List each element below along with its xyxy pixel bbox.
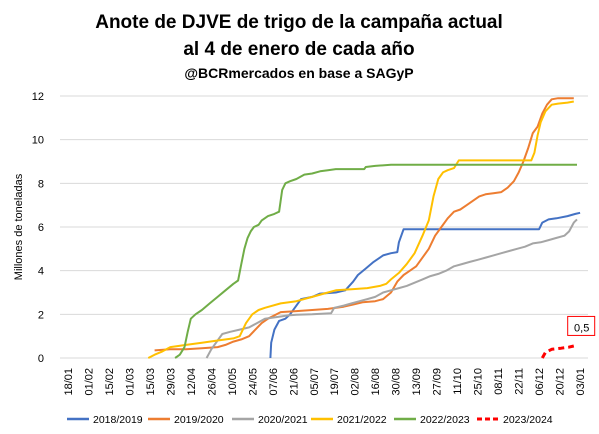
x-tick-label: 02/08 bbox=[350, 368, 362, 396]
x-tick-label: 30/08 bbox=[391, 368, 403, 396]
x-tick-label: 05/07 bbox=[309, 368, 321, 396]
x-tick-label: 07/06 bbox=[268, 368, 280, 396]
y-tick-label-6: 6 bbox=[38, 222, 44, 234]
x-tick-label: 01/03 bbox=[124, 368, 136, 396]
annotation-label: 0,5 bbox=[574, 322, 589, 334]
x-tick-label: 20/12 bbox=[555, 368, 567, 396]
y-tick-label-2: 2 bbox=[38, 309, 44, 321]
y-tick-labels: 0 2 4 6 8 10 12 bbox=[32, 91, 44, 365]
legend-label-2021/2022: 2021/2022 bbox=[337, 414, 387, 426]
chart-subtitle: @BCRmercados en base a SAGyP bbox=[184, 65, 413, 81]
x-tick-label: 03/01 bbox=[575, 368, 587, 396]
x-tick-labels: 18/01 01/02 15/02 01/03 15/03 29/03 12/04 26/04… bbox=[63, 368, 587, 396]
legend-label-2022/2023: 2022/2023 bbox=[420, 414, 470, 426]
x-tick-label: 12/04 bbox=[186, 368, 198, 396]
x-tick-label: 10/05 bbox=[227, 368, 239, 396]
x-tick-label: 19/07 bbox=[329, 368, 341, 396]
series-line-2022/2023 bbox=[174, 163, 577, 359]
annotation-box bbox=[567, 315, 596, 336]
x-tick-label: 08/11 bbox=[493, 368, 505, 395]
x-tick-label: 11/10 bbox=[452, 368, 464, 395]
legend-label-2023/2024: 2023/2024 bbox=[503, 414, 553, 426]
x-tick-label: 13/09 bbox=[411, 368, 423, 396]
x-tick-label: 15/03 bbox=[145, 368, 157, 396]
x-tick-label: 22/11 bbox=[514, 368, 526, 395]
series-line-2018/2019 bbox=[269, 211, 581, 359]
annotation: 0,5 bbox=[567, 315, 596, 336]
chart-title-line1: Anote de DJVE de trigo de la campaña act… bbox=[95, 12, 503, 33]
x-tick-label: 06/12 bbox=[534, 368, 546, 396]
y-tick-label-8: 8 bbox=[38, 178, 44, 190]
legend-label-2018/2019: 2018/2019 bbox=[93, 414, 143, 426]
x-tick-label: 01/02 bbox=[83, 368, 95, 396]
y-tick-label-10: 10 bbox=[32, 135, 44, 147]
y-axis-label: Millones de toneladas bbox=[13, 173, 25, 280]
series-line-2019/2020 bbox=[154, 97, 574, 352]
y-tick-label-12: 12 bbox=[32, 91, 44, 103]
series-line-2021/2022 bbox=[147, 100, 574, 359]
x-tick-label: 21/06 bbox=[288, 368, 300, 396]
chart-title-line2: al 4 de enero de cada año bbox=[183, 39, 414, 60]
x-tick-label: 18/01 bbox=[63, 368, 75, 396]
y-tick-label-0: 0 bbox=[38, 353, 44, 365]
x-tick-label: 15/02 bbox=[104, 368, 116, 396]
series-line-2020/2021 bbox=[205, 218, 578, 359]
legend-label-2019/2020: 2019/2020 bbox=[174, 414, 224, 426]
x-tick-label: 25/10 bbox=[473, 368, 485, 396]
x-tick-label: 16/08 bbox=[370, 368, 382, 396]
grid bbox=[60, 95, 588, 359]
x-tick-label: 26/04 bbox=[206, 368, 218, 396]
x-tick-label: 27/09 bbox=[432, 368, 444, 396]
legend-label-2020/2021: 2020/2021 bbox=[258, 414, 308, 426]
series-line-2023/2024 bbox=[540, 344, 575, 359]
x-tick-label: 24/05 bbox=[247, 368, 259, 396]
legend: 2018/2019 2019/2020 2020/2021 2021/2022 2022… bbox=[67, 414, 553, 426]
x-tick-label: 29/03 bbox=[165, 368, 177, 396]
series-lines bbox=[147, 97, 581, 359]
y-tick-label-4: 4 bbox=[38, 266, 44, 278]
